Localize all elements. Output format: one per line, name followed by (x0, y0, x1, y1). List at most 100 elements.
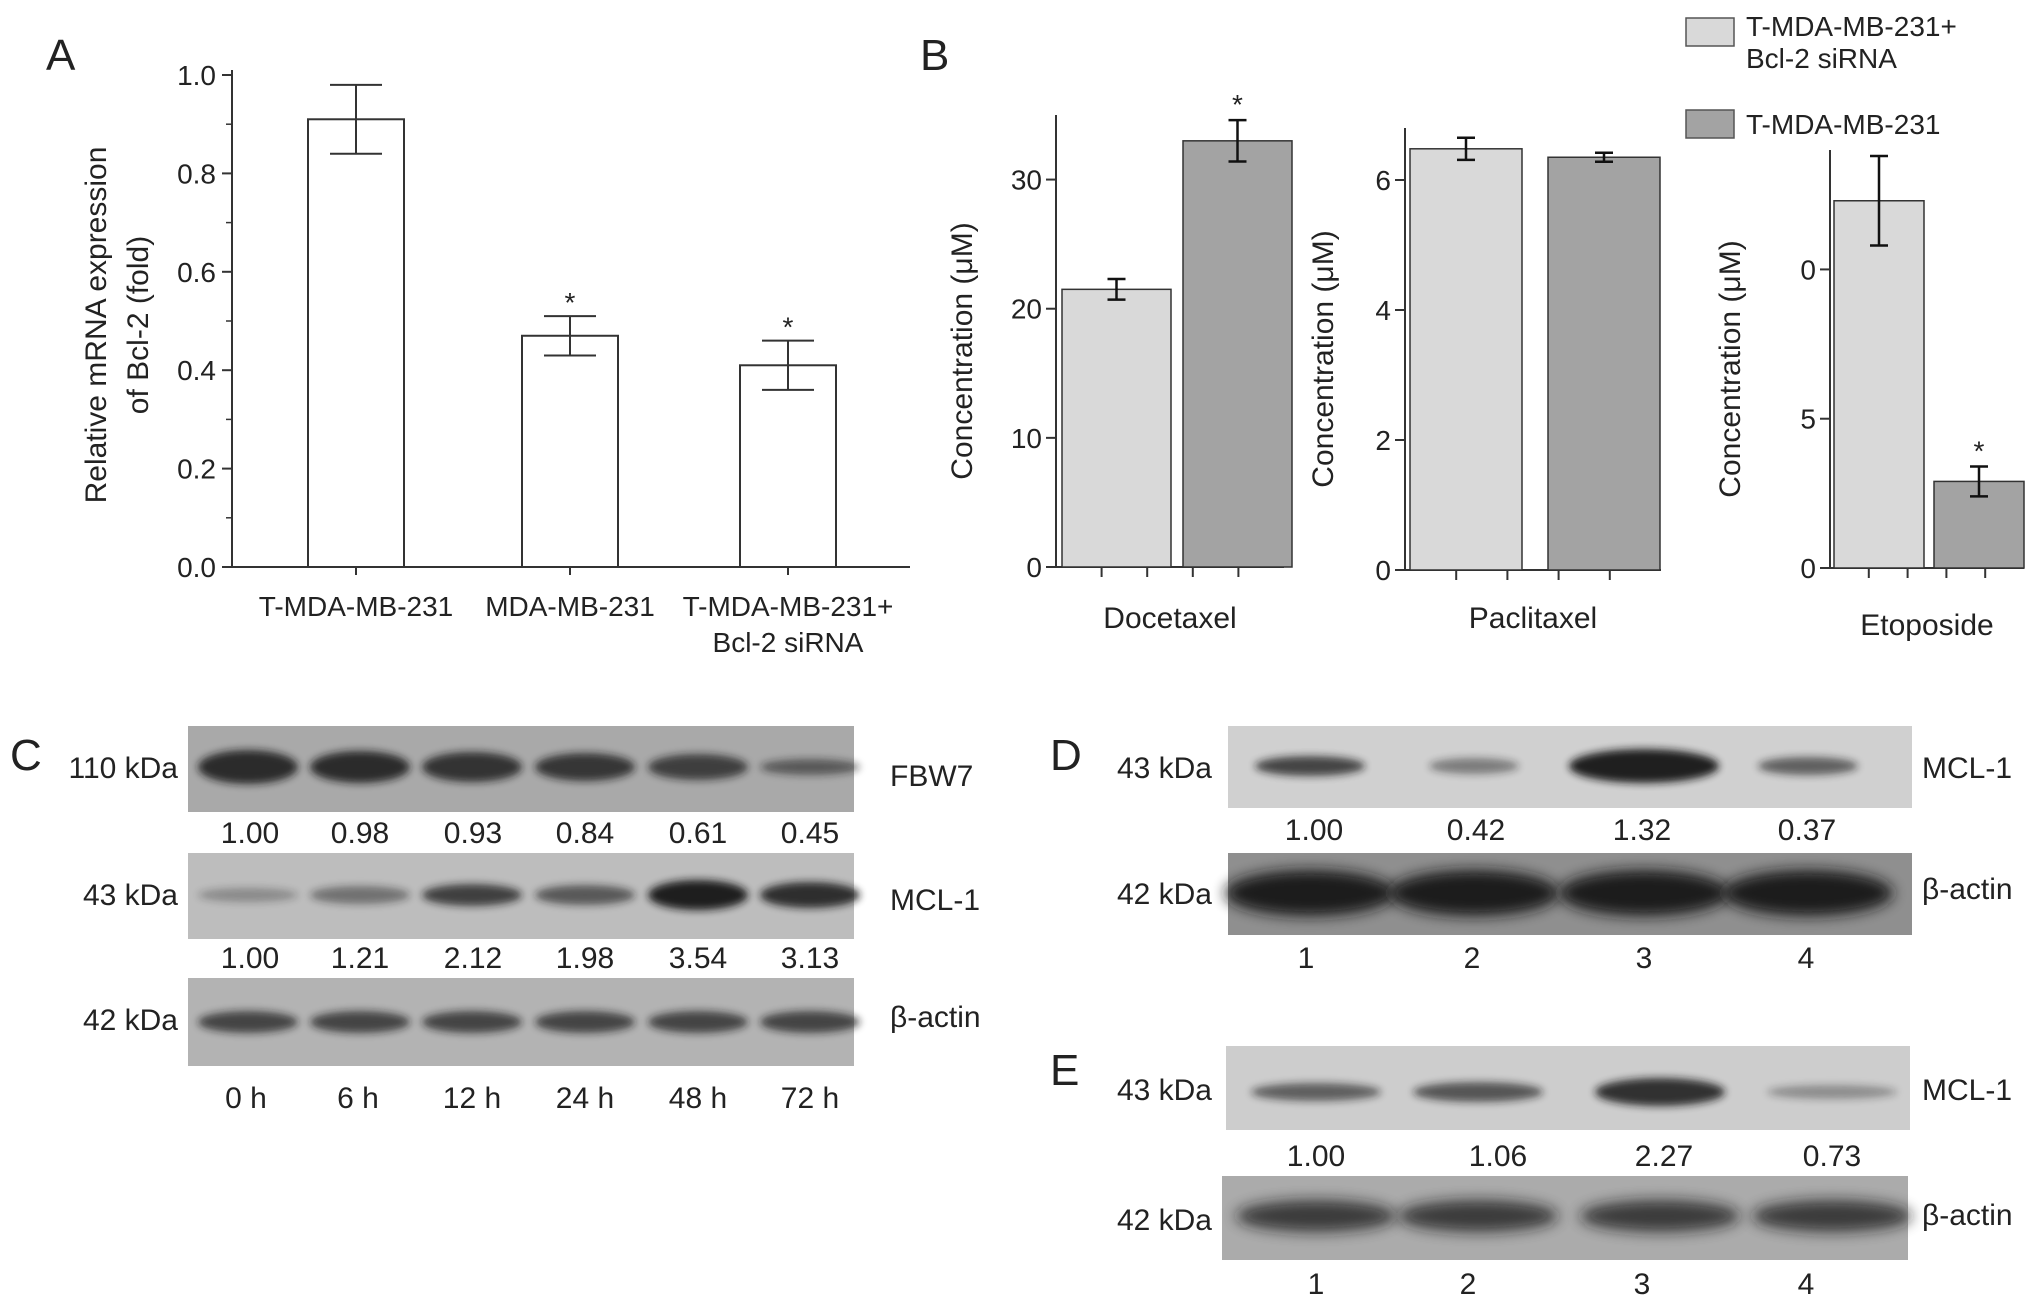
blot-c-kda-fbw7: 110 kDa (68, 752, 178, 785)
blot-band (1559, 870, 1729, 916)
chart-b-etoposide: 0 5 0 Concentration (μM) * Etoposide (1714, 150, 2025, 642)
blot-e-kda-actin: 42 kDa (1117, 1204, 1212, 1237)
blot-band (1752, 1200, 1912, 1232)
legend-label-light-line1: T-MDA-MB-231+ (1746, 11, 1957, 42)
blot-e-protein-mcl1: MCL-1 (1922, 1074, 2012, 1107)
bar (1547, 156, 1661, 571)
bar (307, 118, 405, 568)
blot-c-protein-fbw7: FBW7 (890, 760, 973, 793)
blot-e-mcl1-quant: 1.00 (1287, 1140, 1345, 1173)
blot-e-mcl1-quant: 2.27 (1635, 1140, 1693, 1173)
y-tick-label: 4 (1375, 295, 1391, 326)
blot-band (1429, 758, 1519, 774)
blot-c-lane-label: 24 h (556, 1082, 614, 1115)
blot-c-fbw7-quant: 0.84 (556, 817, 614, 850)
blot-c-mcl1-quant: 3.54 (669, 942, 727, 975)
blot-band (648, 754, 748, 780)
legend-swatch-light (1685, 17, 1735, 47)
blot-band (648, 880, 748, 910)
blot-band (1413, 1082, 1543, 1102)
chart-b-paclitaxel: 0 2 4 6 Concentration (μM) Paclitaxel (1307, 128, 1661, 635)
blot-d-mcl1-quant: 1.32 (1613, 814, 1671, 847)
blot-d-lane-label: 4 (1798, 942, 1815, 975)
blot-c-protein-mcl1: MCL-1 (890, 884, 980, 917)
blot-d-mcl1-quant: 1.00 (1285, 814, 1343, 847)
blot-c-fbw7-quant: 0.93 (444, 817, 502, 850)
y-tick-label: 10 (1011, 423, 1042, 454)
blot-band (1569, 749, 1719, 783)
significance-marker: * (1974, 435, 1985, 466)
x-tick-label: MDA-MB-231 (485, 591, 655, 622)
legend-label-dark: T-MDA-MB-231 (1746, 109, 1940, 140)
blot-c-fbw7-quant: 0.45 (781, 817, 839, 850)
blot-band (760, 1011, 860, 1033)
blot-band (1389, 870, 1559, 916)
y-axis-label-line1: Relative mRNA expression (80, 147, 113, 504)
blot-e-mcl1-quant: 1.06 (1469, 1140, 1527, 1173)
blot-e-kda-mcl1: 43 kDa (1117, 1074, 1212, 1107)
x-axis-label: Etoposide (1860, 609, 1993, 642)
x-axis-label: Paclitaxel (1469, 602, 1597, 635)
blot-c-lane-label: 72 h (781, 1082, 839, 1115)
y-axis-label: Concentration (μM) (946, 222, 979, 479)
blot-band (310, 886, 410, 904)
blot-band (1255, 756, 1365, 776)
y-tick-label: 0 (1800, 254, 1816, 285)
panel-letter-b: B (920, 31, 949, 80)
y-tick-label: 0.8 (177, 158, 216, 189)
blot-d-kda-actin: 42 kDa (1117, 878, 1212, 911)
y-tick-label: 0 (1375, 555, 1391, 586)
blot-c-mcl1-quant: 2.12 (444, 942, 502, 975)
blot-d-mcl1-quant: 0.37 (1778, 814, 1836, 847)
blot-band (1251, 1083, 1381, 1101)
blot-band (1225, 870, 1395, 916)
y-tick-label: 30 (1011, 165, 1042, 196)
blot-band (198, 750, 298, 784)
blot-c-lane-label: 6 h (337, 1082, 379, 1115)
y-tick-label: 0 (1800, 553, 1816, 584)
y-axis-label-line2: of Bcl-2 (fold) (122, 236, 155, 414)
blot-band (760, 882, 860, 908)
legend-swatch-dark (1685, 109, 1735, 139)
significance-marker: * (783, 312, 794, 343)
blot-band (1758, 757, 1858, 775)
blot-d-lane-label: 3 (1636, 942, 1653, 975)
blot-band (310, 751, 410, 783)
y-tick-label: 0.2 (177, 454, 216, 485)
y-tick-label: 0.6 (177, 257, 216, 288)
bar (521, 334, 619, 569)
blot-e-lane-label: 2 (1460, 1268, 1477, 1301)
blot-band (1236, 1200, 1396, 1232)
y-tick-label: 0.4 (177, 355, 216, 386)
panel-letter-e: E (1050, 1046, 1079, 1095)
y-tick-label: 20 (1011, 294, 1042, 325)
bar (1061, 288, 1172, 568)
blot-band (760, 759, 860, 775)
y-tick-label: 0 (1026, 552, 1042, 583)
blot-band (535, 1011, 635, 1033)
blot-c-mcl1-quant: 1.21 (331, 942, 389, 975)
blot-c-lane-label: 12 h (443, 1082, 501, 1115)
blot-band (648, 1011, 748, 1033)
blot-e-lane-label: 3 (1634, 1268, 1651, 1301)
x-tick-label: T-MDA-MB-231+ (683, 591, 894, 622)
blot-e: 43 kDa 42 kDa MCL-1 β-actin 1.00 1.06 2.… (1117, 1046, 2013, 1301)
blot-band (422, 752, 522, 782)
blot-band (1595, 1078, 1725, 1106)
blot-band (535, 753, 635, 781)
blot-c-lane-label: 48 h (669, 1082, 727, 1115)
blot-d-kda-mcl1: 43 kDa (1117, 752, 1212, 785)
blot-c-fbw7-quant: 0.98 (331, 817, 389, 850)
blot-d-protein-actin: β-actin (1922, 873, 2013, 906)
blot-d-lane-label: 2 (1464, 942, 1481, 975)
blot-band (1398, 1200, 1558, 1232)
blot-c-fbw7-quant: 1.00 (221, 817, 279, 850)
bar (1833, 200, 1925, 569)
y-tick-label: 1.0 (177, 60, 216, 91)
blot-d: 43 kDa 42 kDa MCL-1 β-actin 1.00 0.42 1.… (1117, 726, 2013, 975)
blot-band (1723, 870, 1893, 916)
y-axis-label: Concentration (μM) (1714, 240, 1747, 497)
blot-d-protein-mcl1: MCL-1 (1922, 752, 2012, 785)
blot-c-lane-label: 0 h (225, 1082, 267, 1115)
blot-c-kda-actin: 42 kDa (83, 1004, 178, 1037)
